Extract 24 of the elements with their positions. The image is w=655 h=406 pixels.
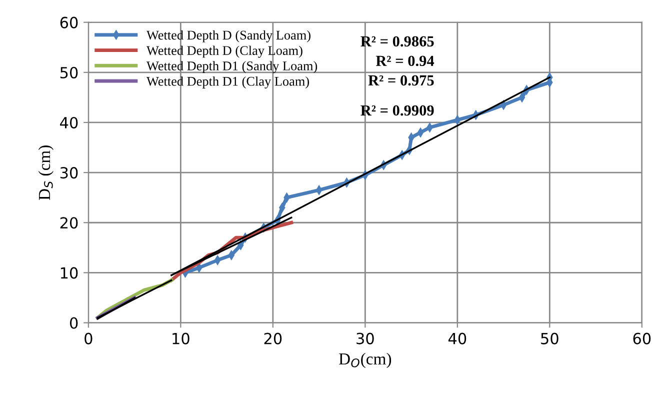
legend-label: Wetted Depth D (Clay Loam) bbox=[146, 46, 302, 58]
legend-label: Wetted Depth D1 (Sandy Loam) bbox=[146, 61, 318, 74]
legend-label: Wetted Depth D (Sandy Loam) bbox=[146, 30, 310, 42]
x-tick-label: 30 bbox=[356, 332, 374, 344]
annotation: R² = 0.9909 bbox=[360, 105, 434, 116]
x-tick-label: 10 bbox=[172, 332, 190, 344]
legend-label: Wetted Depth D1 (Clay Loam) bbox=[146, 76, 309, 88]
x-tick-label: 60 bbox=[633, 332, 651, 344]
annotation: R² = 0.9865 bbox=[360, 36, 434, 47]
x-tick-label: 40 bbox=[448, 332, 466, 344]
y-tick-label: 0 bbox=[70, 317, 78, 329]
y-tick-label: 40 bbox=[60, 116, 78, 128]
x-axis-title: D$_{O}$(cm) bbox=[338, 352, 392, 368]
x-tick-label: 20 bbox=[264, 332, 282, 344]
x-tick-label: 0 bbox=[84, 332, 92, 344]
y-tick-label: 30 bbox=[60, 167, 78, 179]
y-tick-label: 10 bbox=[60, 267, 78, 279]
y-tick-label: 50 bbox=[60, 66, 78, 78]
annotation: R² = 0.975 bbox=[368, 75, 434, 86]
x-tick-label: 50 bbox=[541, 332, 558, 344]
y-tick-label: 20 bbox=[60, 217, 78, 229]
y-tick-label: 60 bbox=[60, 16, 78, 28]
y-axis-title: D$_{S}$ (cm) bbox=[38, 146, 54, 200]
annotation: R² = 0.94 bbox=[376, 56, 434, 66]
